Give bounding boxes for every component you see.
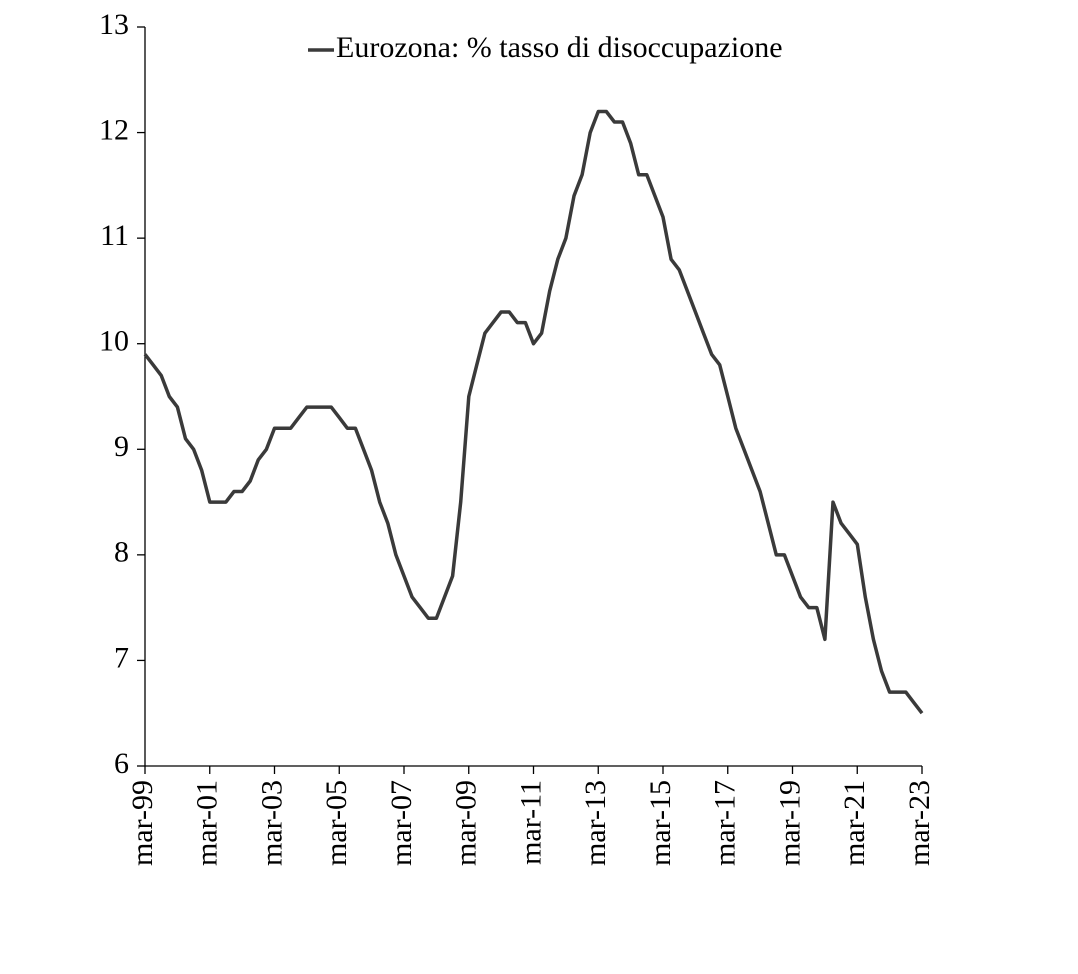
y-tick-label: 8: [114, 536, 129, 569]
y-tick-label: 11: [100, 219, 129, 252]
y-tick-label: 10: [99, 325, 129, 358]
y-tick-label: 13: [99, 8, 129, 41]
x-tick-label: mar-03: [255, 780, 288, 866]
x-tick-label: mar-05: [320, 780, 353, 866]
y-tick-label: 6: [114, 747, 129, 780]
x-tick-label: mar-15: [644, 780, 677, 866]
legend-label: Eurozona: % tasso di disoccupazione: [336, 31, 783, 64]
x-tick-label: mar-23: [903, 780, 936, 866]
x-tick-label: mar-09: [450, 780, 483, 866]
y-tick-label: 7: [114, 641, 129, 674]
x-tick-label: mar-07: [385, 780, 418, 866]
x-tick-label: mar-13: [579, 780, 612, 866]
x-tick-label: mar-19: [773, 780, 806, 866]
x-tick-label: mar-21: [838, 780, 871, 866]
x-tick-label: mar-01: [191, 780, 224, 866]
y-tick-label: 12: [99, 113, 129, 146]
x-tick-label: mar-99: [126, 780, 159, 866]
line: [143, 109, 924, 715]
y-tick-label: 9: [114, 430, 129, 463]
x-tick-label: mar-17: [709, 780, 742, 866]
x-tick-label: mar-11: [514, 780, 547, 865]
